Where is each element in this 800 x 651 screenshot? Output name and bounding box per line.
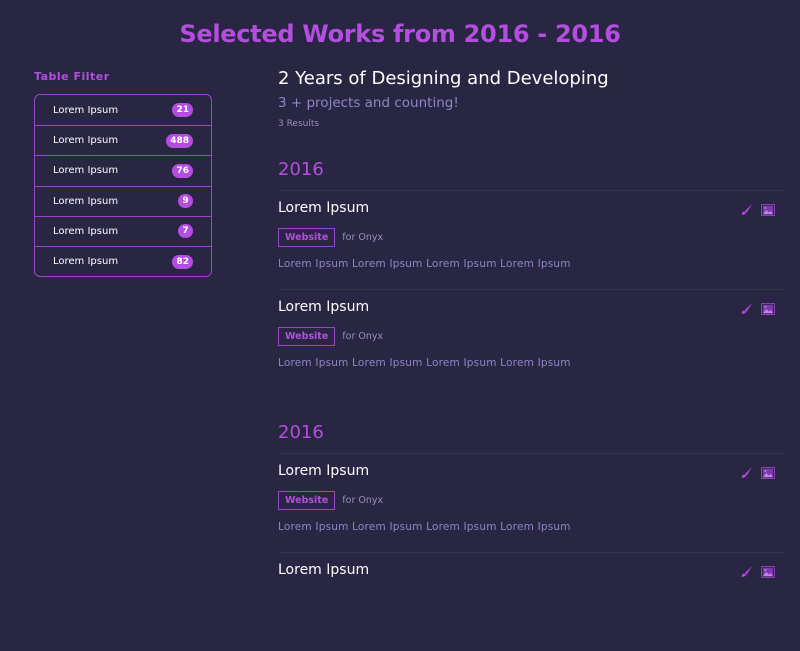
- count-badge: 7: [178, 224, 193, 239]
- count-badge: 21: [172, 103, 193, 118]
- results-count: 3 Results: [278, 119, 320, 129]
- filter-label: Lorem Ipsum: [53, 256, 119, 268]
- paintbrush-icon[interactable]: [740, 201, 753, 215]
- project-item: Lorem Ipsum Website for Onyx Lorem Ipsum …: [278, 190, 784, 289]
- filter-item[interactable]: Lorem Ipsum 9: [35, 185, 211, 216]
- project-description: Lorem Ipsum Lorem Ipsum Lorem Ipsum Lore…: [278, 258, 571, 270]
- category-tag[interactable]: Website: [278, 491, 336, 510]
- filter-title: Table Filter: [34, 70, 110, 83]
- project-title[interactable]: Lorem Ipsum: [278, 463, 370, 479]
- filter-item[interactable]: Lorem Ipsum 76: [35, 155, 211, 185]
- project-title[interactable]: Lorem Ipsum: [278, 562, 370, 578]
- main-content: 2 Years of Designing and Developing 3 + …: [278, 68, 784, 651]
- project-description: Lorem Ipsum Lorem Ipsum Lorem Ipsum Lore…: [278, 357, 571, 369]
- category-tag[interactable]: Website: [278, 327, 336, 346]
- project-title[interactable]: Lorem Ipsum: [278, 200, 370, 216]
- filter-item[interactable]: Lorem Ipsum 7: [35, 215, 211, 246]
- filter-item[interactable]: Lorem Ipsum 488: [35, 125, 211, 155]
- count-badge: 82: [172, 254, 193, 269]
- filter-label: Lorem Ipsum: [53, 165, 119, 177]
- image-icon[interactable]: [761, 201, 775, 216]
- category-tag[interactable]: Website: [278, 228, 336, 247]
- image-icon[interactable]: [761, 464, 775, 479]
- count-badge: 9: [178, 194, 193, 209]
- subheadline: 3 + projects and counting!: [278, 95, 459, 111]
- filter-label: Lorem Ipsum: [53, 104, 119, 116]
- project-description: Lorem Ipsum Lorem Ipsum Lorem Ipsum Lore…: [278, 521, 571, 533]
- project-item: Lorem Ipsum Website for Onyx Lorem Ipsum …: [278, 453, 784, 552]
- filter-item[interactable]: Lorem Ipsum 82: [35, 245, 211, 276]
- year-heading: 2016: [278, 159, 324, 180]
- client-label: for Onyx: [342, 331, 384, 342]
- headline: 2 Years of Designing and Developing: [278, 68, 609, 89]
- count-badge: 76: [172, 163, 193, 178]
- filter-list: Lorem Ipsum 21 Lorem Ipsum 488 Lorem Ips…: [34, 94, 212, 278]
- count-badge: 488: [166, 133, 193, 148]
- project-item: Lorem Ipsum Website for Onyx Lorem Ipsum …: [278, 289, 784, 388]
- paintbrush-icon[interactable]: [740, 300, 753, 314]
- filter-label: Lorem Ipsum: [53, 135, 119, 147]
- table-filter: Table Filter Lorem Ipsum 21 Lorem Ipsum …: [34, 70, 212, 278]
- filter-label: Lorem Ipsum: [53, 225, 119, 237]
- client-label: for Onyx: [342, 232, 384, 243]
- filter-item[interactable]: Lorem Ipsum 21: [35, 95, 211, 125]
- client-label: for Onyx: [342, 495, 384, 506]
- filter-label: Lorem Ipsum: [53, 195, 119, 207]
- paintbrush-icon[interactable]: [740, 464, 753, 478]
- image-icon[interactable]: [761, 300, 775, 315]
- year-heading: 2016: [278, 422, 324, 443]
- page-title: Selected Works from 2016 - 2016: [179, 20, 621, 48]
- project-title[interactable]: Lorem Ipsum: [278, 299, 370, 315]
- project-item: Lorem Ipsum: [278, 552, 784, 651]
